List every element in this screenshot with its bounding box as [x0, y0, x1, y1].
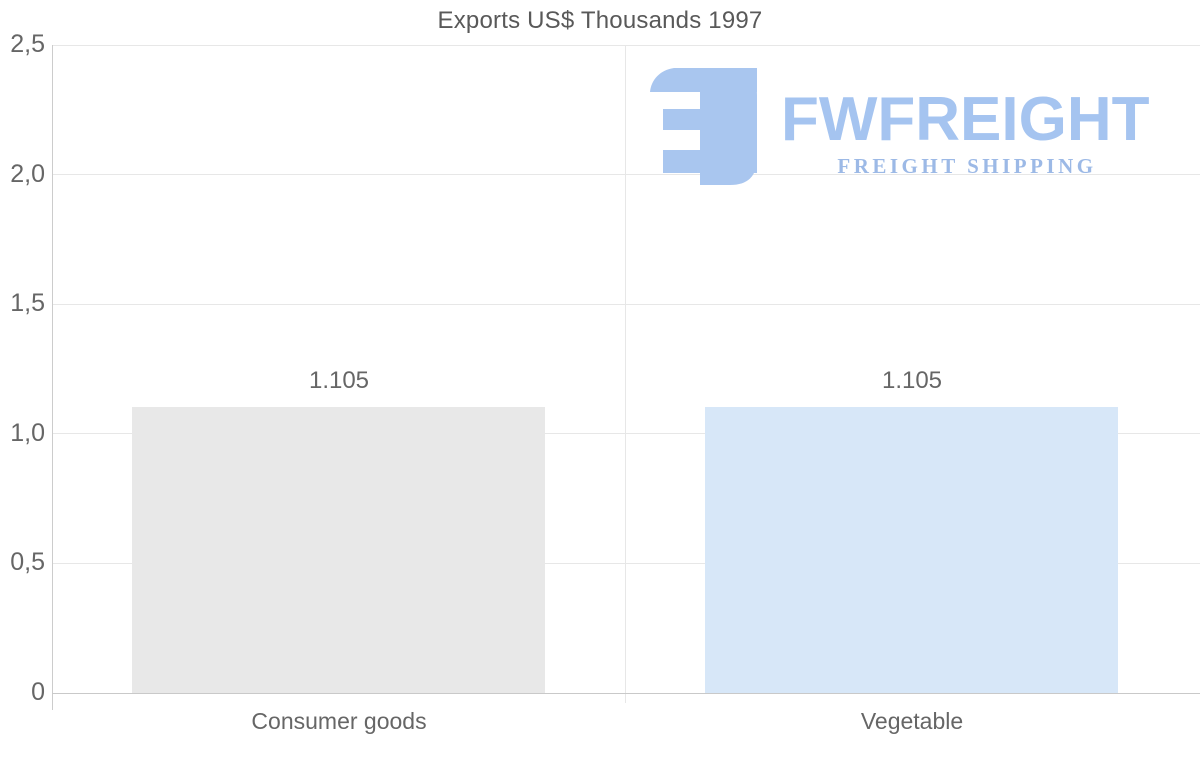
gridline-y-0,5	[52, 562, 1200, 564]
bar-vegetable	[705, 406, 1118, 693]
logo-text-block: FWFREIGHT FREIGHT SHIPPING	[781, 68, 1153, 179]
y-tick-label: 0	[31, 678, 45, 706]
logo-wordmark: FWFREIGHT	[781, 85, 1150, 154]
y-tick-label: 1,5	[10, 289, 45, 318]
logo-tagline: FREIGHT SHIPPING	[837, 154, 1097, 178]
fwfreight-logo-icon	[650, 68, 757, 185]
gridline-y-1,0	[52, 433, 1200, 435]
category-boundary-gridline	[625, 45, 626, 703]
y-tick-label: 2,5	[10, 30, 45, 58]
y-tick-label: 1,0	[10, 418, 45, 447]
y-tick-label: 2,0	[10, 159, 45, 188]
x-axis-label-consumer-goods: Consumer goods	[251, 708, 427, 734]
y-axis-line	[52, 45, 53, 710]
bar-value-label: 1.105	[881, 366, 943, 394]
x-axis-label-vegetable: Vegetable	[860, 708, 964, 734]
bar-value-label: 1.105	[308, 366, 370, 394]
gridline-y-2,0	[52, 174, 1200, 176]
gridline-y-0	[52, 692, 1200, 694]
logo-watermark: FWFREIGHT FREIGHT SHIPPING	[650, 68, 1153, 185]
chart-title: Exports US$ Thousands 1997	[437, 7, 763, 34]
gridline-y-2,5	[52, 44, 1200, 46]
y-tick-label: 0,5	[10, 548, 45, 577]
gridline-y-1,5	[52, 303, 1200, 305]
bar-consumer-goods	[132, 406, 545, 693]
